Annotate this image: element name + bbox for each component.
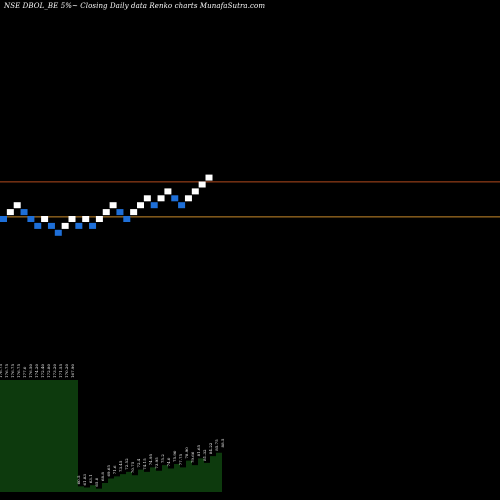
renko-brick-up	[157, 195, 165, 202]
volume-label: 73.95	[154, 457, 159, 469]
renko-brick-up	[130, 209, 138, 216]
volume-label: 176.75	[4, 364, 9, 378]
renko-brick-down	[20, 209, 28, 216]
renko-brick-up	[205, 174, 213, 181]
volume-label: 77.75	[178, 453, 183, 465]
volume-label: 69.65	[106, 465, 111, 477]
volume-label: 60.5	[76, 475, 81, 484]
volume-label: 173.20	[52, 364, 57, 378]
volume-label: 68.8	[100, 472, 105, 481]
volume-label: 85.75	[214, 439, 219, 451]
volume-label: 176.75	[10, 364, 15, 378]
renko-brick-down	[47, 222, 55, 229]
volume-label: 176.75	[16, 364, 21, 378]
renko-brick-up	[109, 202, 117, 209]
renko-brick-up	[41, 216, 49, 222]
volume-label: 81.32	[202, 449, 207, 461]
renko-brick-up	[13, 202, 21, 209]
volume-label: 74.95	[148, 453, 153, 465]
volume-label: 88.5	[220, 438, 225, 447]
volume-label: 81.65	[196, 444, 201, 456]
volume-label: 74.0	[166, 457, 171, 466]
renko-brick-up	[82, 216, 90, 222]
renko-brick-up	[143, 195, 151, 202]
renko-brick-up	[137, 202, 144, 209]
volume-area	[0, 380, 222, 492]
volume-label: 176.75	[0, 364, 3, 378]
renko-brick-down	[0, 216, 7, 222]
renko-brick-down	[89, 222, 97, 229]
volume-label: 65.0	[94, 477, 99, 486]
renko-brick-up	[164, 188, 172, 195]
volume-label: 75.90	[172, 450, 177, 462]
renko-brick-up	[191, 188, 199, 195]
renko-brick-up	[102, 209, 110, 216]
volume-label: 73.45	[118, 460, 123, 472]
volume-label: 72.4	[136, 458, 141, 467]
volume-label: 74.15	[142, 458, 147, 470]
volume-label: 78.90	[184, 447, 189, 459]
volume-label: 171.55	[58, 364, 63, 378]
volume-label: 176.50	[28, 364, 33, 378]
volume-label: 172.40	[40, 364, 45, 378]
volume-label: 167.90	[70, 364, 75, 378]
volume-label: 172.80	[46, 364, 51, 378]
renko-brick-down	[34, 222, 42, 229]
renko-brick-down	[123, 216, 131, 222]
volume-label: 174.20	[34, 364, 39, 378]
volume-label: 84.22	[208, 442, 213, 454]
volume-label: 63.1	[88, 474, 93, 483]
volume-label: 71.6	[112, 465, 117, 474]
renko-brick-down	[75, 222, 83, 229]
renko-brick-down	[27, 216, 35, 222]
renko-brick-down	[171, 195, 179, 202]
chart-title: NSE DBOL_BE 5%~ Closing Daily data Renko…	[4, 2, 266, 10]
renko-brick-up	[198, 181, 206, 188]
renko-brick-down	[150, 202, 158, 209]
volume-label: 61.83	[82, 474, 87, 486]
volume-label: 75.2	[160, 454, 165, 463]
renko-brick-down	[178, 202, 186, 209]
renko-brick-down	[54, 229, 62, 236]
renko-brick-down	[116, 209, 124, 216]
volume-label: 170.20	[64, 364, 69, 378]
renko-brick-up	[6, 209, 14, 216]
volume-label: 177.0	[22, 366, 27, 378]
volume-label: 79.66	[190, 451, 195, 463]
renko-brick-up	[61, 222, 69, 229]
volume-label: 72.52	[124, 458, 129, 470]
renko-brick-up	[184, 195, 192, 202]
renko-brick-up	[68, 216, 76, 222]
renko-brick-up	[95, 216, 103, 222]
volume-label: 70.75	[130, 461, 135, 473]
